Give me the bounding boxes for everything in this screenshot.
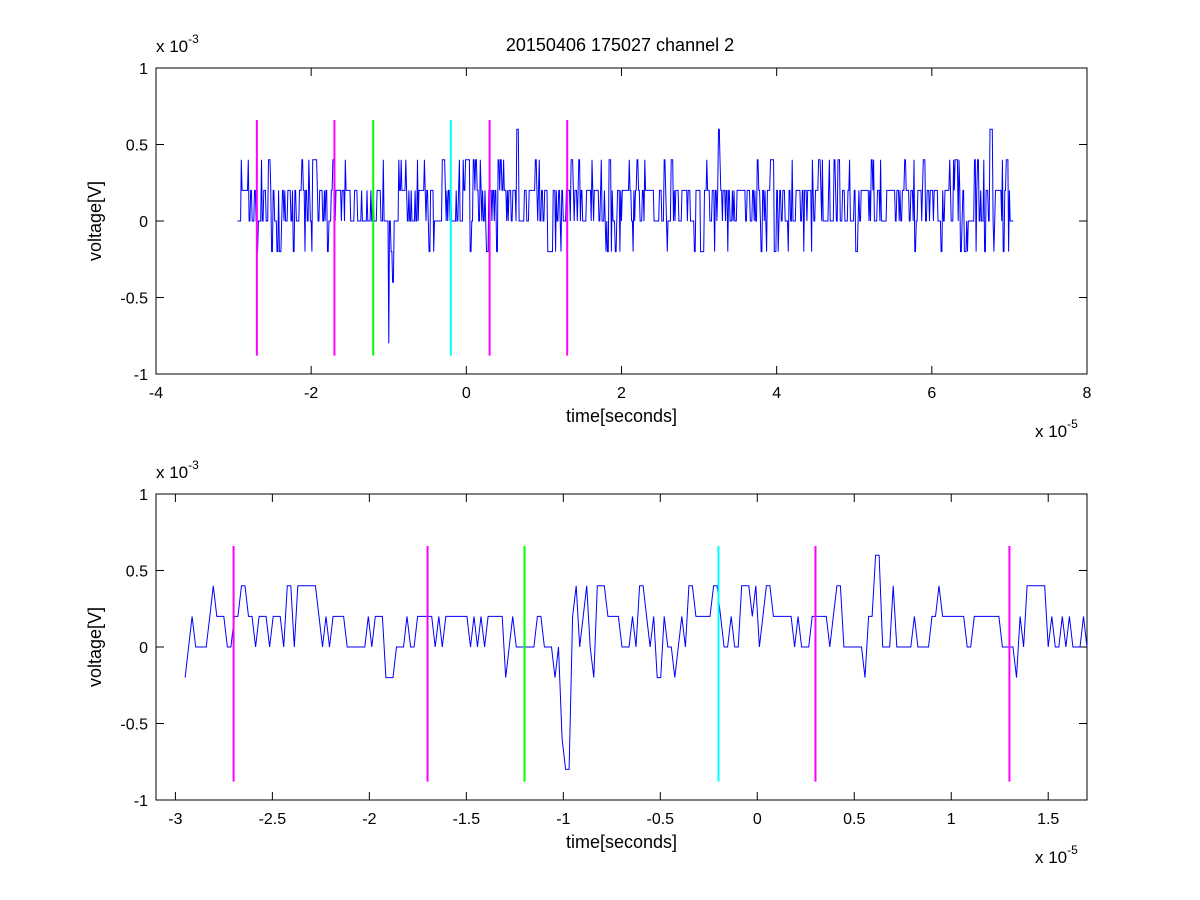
x-tick-label: 8 [1083, 385, 1092, 402]
bottom-plot: -3 -2.5 -2 -1.5 -1 -0.5 0 0.5 1 1.5 -1 -0.5 0 0.5 1 tim… [85, 458, 1088, 867]
y-tick-label: -0.5 [120, 717, 148, 734]
x-tick-label: 4 [772, 385, 781, 402]
x-tick-label: -1.5 [453, 811, 481, 828]
y-exponent-power: -3 [188, 32, 199, 46]
x-exponent-power: -5 [1067, 417, 1078, 431]
x-tick-label: 0.5 [843, 811, 865, 828]
x-tick-label: -4 [149, 385, 163, 402]
y-exponent-power: -3 [188, 458, 199, 472]
y-tick-label: 0 [139, 640, 148, 657]
x-tick-label: 1.5 [1037, 811, 1059, 828]
x-tick-label: -2 [304, 385, 318, 402]
x-tick-label: 6 [927, 385, 936, 402]
top-plot: -4 -2 0 2 4 6 8 -1 -0.5 0 0.5 1 time[seconds] voltage… [85, 32, 1092, 441]
x-tick-label: 0 [753, 811, 762, 828]
x-tick-label: 1 [947, 811, 956, 828]
x-axis-label: time[seconds] [566, 832, 677, 852]
y-tick-label: -1 [134, 793, 148, 810]
x-tick-label: 0 [462, 385, 471, 402]
x-tick-label: -2 [362, 811, 376, 828]
y-tick-label: 0.5 [126, 138, 148, 155]
figure-title: 20150406 175027 channel 2 [506, 35, 734, 55]
y-axis-label: voltage[V] [85, 607, 105, 687]
y-tick-label: 0.5 [126, 564, 148, 581]
x-tick-label: -2.5 [259, 811, 287, 828]
x-tick-label: -0.5 [647, 811, 675, 828]
y-tick-label: 1 [139, 61, 148, 78]
x-axis-label: time[seconds] [566, 406, 677, 426]
x-tick-label: 2 [617, 385, 626, 402]
voltage-trace [237, 128, 1014, 344]
y-tick-label: 1 [139, 487, 148, 504]
x-exponent-power: -5 [1067, 843, 1078, 857]
x-tick-label: -3 [168, 811, 182, 828]
y-axis-label: voltage[V] [85, 181, 105, 261]
y-tick-label: -0.5 [120, 291, 148, 308]
y-tick-label: 0 [139, 214, 148, 231]
x-tick-label: -1 [556, 811, 570, 828]
y-tick-label: -1 [134, 367, 148, 384]
voltage-trace [184, 554, 1088, 770]
